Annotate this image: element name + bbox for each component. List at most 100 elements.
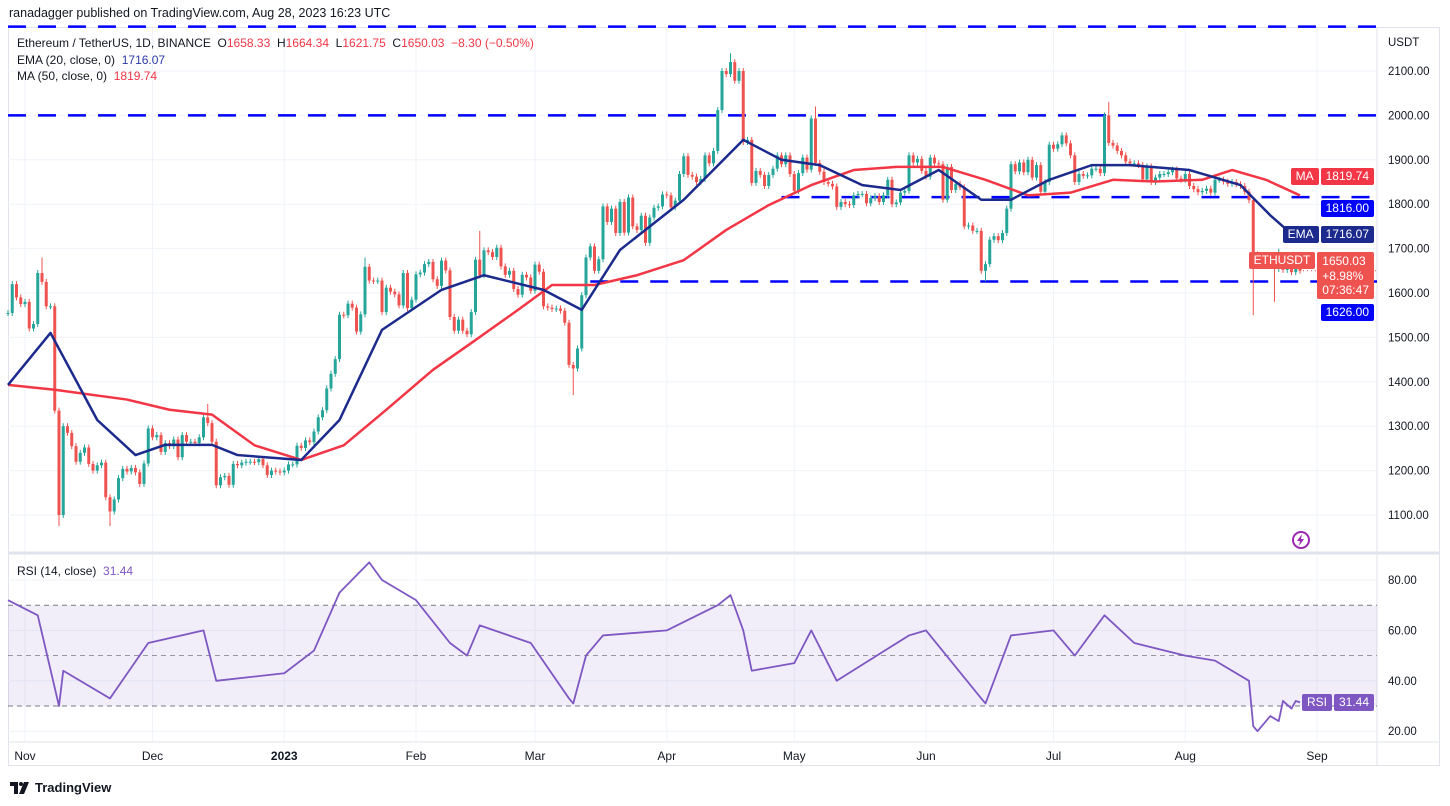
candle-body <box>253 461 256 463</box>
candle-body <box>57 410 61 515</box>
candle-body <box>66 426 69 433</box>
candle-body <box>550 307 554 309</box>
candle-body <box>767 174 771 186</box>
candle-body <box>605 206 609 222</box>
candle-body <box>108 497 112 512</box>
last-price-row: ETHUSDT 1650.03 +8.98% 07:36:47 <box>1248 252 1374 299</box>
ma50-line <box>7 165 1301 462</box>
candle-body <box>231 463 235 485</box>
time-axis-label: Nov <box>14 749 35 763</box>
time-axis-label: Dec <box>142 749 163 763</box>
low-label: L <box>335 36 343 50</box>
candle-body <box>270 470 273 476</box>
candle-body <box>516 289 520 295</box>
candle-body <box>843 201 847 205</box>
price-tick-label: 1600.00 <box>1388 288 1430 300</box>
candle-body <box>822 171 826 182</box>
price-tick-label: 1100.00 <box>1388 510 1429 522</box>
candle-body <box>210 423 214 442</box>
candle-body <box>635 226 639 230</box>
candle-body <box>261 459 265 466</box>
candle-body <box>971 225 975 231</box>
candle-body <box>129 467 133 472</box>
candle-body <box>1294 267 1298 273</box>
candle-body <box>826 182 830 184</box>
ma-label: MA (50, close, 0) <box>17 69 108 83</box>
candle-body <box>533 264 537 291</box>
candle-body <box>74 446 78 462</box>
candle-body <box>529 277 533 291</box>
candle-body <box>665 194 669 196</box>
candle-body <box>559 308 562 311</box>
candle-body <box>248 461 252 463</box>
candle-body <box>448 270 452 317</box>
candle-body <box>724 71 728 75</box>
rsi-line <box>7 561 1301 733</box>
candle-body <box>40 273 44 282</box>
candle-body <box>1213 179 1217 193</box>
candle-body <box>707 155 711 164</box>
brand-name: TradingView <box>35 780 112 795</box>
candle-body <box>61 426 65 515</box>
time-axis-label: Aug <box>1175 749 1196 763</box>
candle-body <box>363 266 367 315</box>
rsi-tick-label: 20.00 <box>1388 726 1417 738</box>
candle-body <box>274 470 278 472</box>
candle-body <box>499 247 503 267</box>
candle-body <box>376 280 380 282</box>
candle-body <box>236 463 239 466</box>
candle-body <box>818 162 822 172</box>
low-value: 1621.75 <box>342 36 386 50</box>
rsi-value-badge: 31.44 <box>1333 694 1374 711</box>
candle-body <box>427 261 431 265</box>
candle-body <box>104 462 108 498</box>
candle-body <box>979 230 983 271</box>
candle-body <box>440 260 443 286</box>
candle-body <box>278 471 282 473</box>
candle-body <box>338 314 341 360</box>
candle-body <box>359 314 363 332</box>
candle-body <box>1018 162 1021 172</box>
candle-body <box>678 174 681 201</box>
candle-body <box>240 462 244 466</box>
candle-body <box>975 230 979 232</box>
symbol-tag: ETHUSDT <box>1248 252 1316 269</box>
candle-body <box>1247 191 1251 201</box>
candle-body <box>1183 174 1187 180</box>
tradingview-logo[interactable]: TradingView <box>10 780 111 795</box>
candle-body <box>138 472 142 484</box>
candle-body <box>631 197 635 227</box>
candle-body <box>954 183 958 190</box>
candle-body <box>121 468 125 479</box>
candle-body <box>1039 165 1043 192</box>
candle-body <box>1285 268 1289 270</box>
candle-body <box>1111 142 1115 146</box>
candle-body <box>924 170 928 177</box>
time-axis-label: 2023 <box>271 749 298 763</box>
candle-body <box>656 206 660 208</box>
candle-body <box>1047 144 1051 182</box>
candle-body <box>771 168 775 175</box>
rsi-legend[interactable]: RSI (14, close) 31.44 <box>17 564 133 578</box>
ma-value: 1819.74 <box>113 69 158 83</box>
ema-legend[interactable]: EMA (20, close, 0) 1716.07 <box>17 53 165 67</box>
candle-body <box>588 246 592 258</box>
candle-body <box>91 463 95 471</box>
candle-body <box>482 250 486 276</box>
lightning-icon[interactable] <box>1292 531 1310 549</box>
candle-body <box>461 319 465 331</box>
candle-body <box>673 200 677 208</box>
candle-body <box>933 157 936 164</box>
candle-body <box>992 236 996 240</box>
candle-body <box>733 62 737 81</box>
candle-body <box>1192 185 1196 190</box>
candle-body <box>962 187 966 227</box>
time-axis-label: Sep <box>1306 749 1328 763</box>
candles <box>6 53 1302 527</box>
candle-body <box>699 178 703 182</box>
ma-legend[interactable]: MA (50, close, 0) 1819.74 <box>17 69 157 83</box>
candle-body <box>206 417 210 424</box>
candle-body <box>189 441 193 443</box>
price-tick-label: 1500.00 <box>1388 332 1430 344</box>
